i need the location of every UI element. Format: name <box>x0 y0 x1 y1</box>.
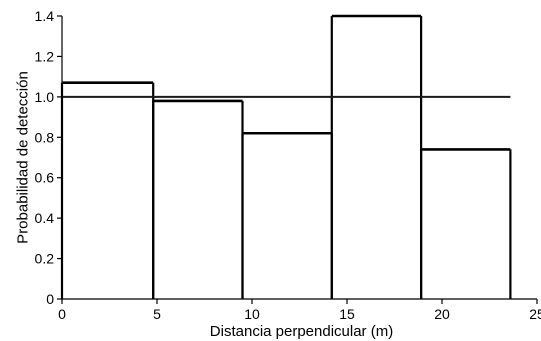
y-tick-label: 1.2 <box>35 48 55 64</box>
y-tick-label: 0.4 <box>35 210 55 226</box>
x-tick-label: 20 <box>434 306 450 322</box>
y-tick-label: 0 <box>46 291 54 307</box>
y-tick-label: 0.6 <box>35 170 55 186</box>
x-tick-label: 5 <box>153 306 161 322</box>
y-axis-title: Probabilidad de detección <box>14 71 31 244</box>
x-tick-label: 25 <box>529 306 541 322</box>
y-tick-label: 1.0 <box>35 89 55 105</box>
x-tick-label: 15 <box>339 306 355 322</box>
x-axis-title: Distancia perpendicular (m) <box>210 323 393 340</box>
y-tick-label: 1.4 <box>35 8 55 24</box>
x-axis-ticks: 0 5 10 15 20 25 <box>58 299 541 322</box>
histogram-bars <box>60 14 512 299</box>
x-tick-label: 10 <box>244 306 260 322</box>
y-tick-label: 0.2 <box>35 251 55 267</box>
y-tick-label: 0.8 <box>35 129 55 145</box>
y-axis-ticks: 0 0.2 0.4 0.6 0.8 1.0 1.2 1.4 <box>35 8 62 307</box>
x-tick-label: 0 <box>58 306 66 322</box>
